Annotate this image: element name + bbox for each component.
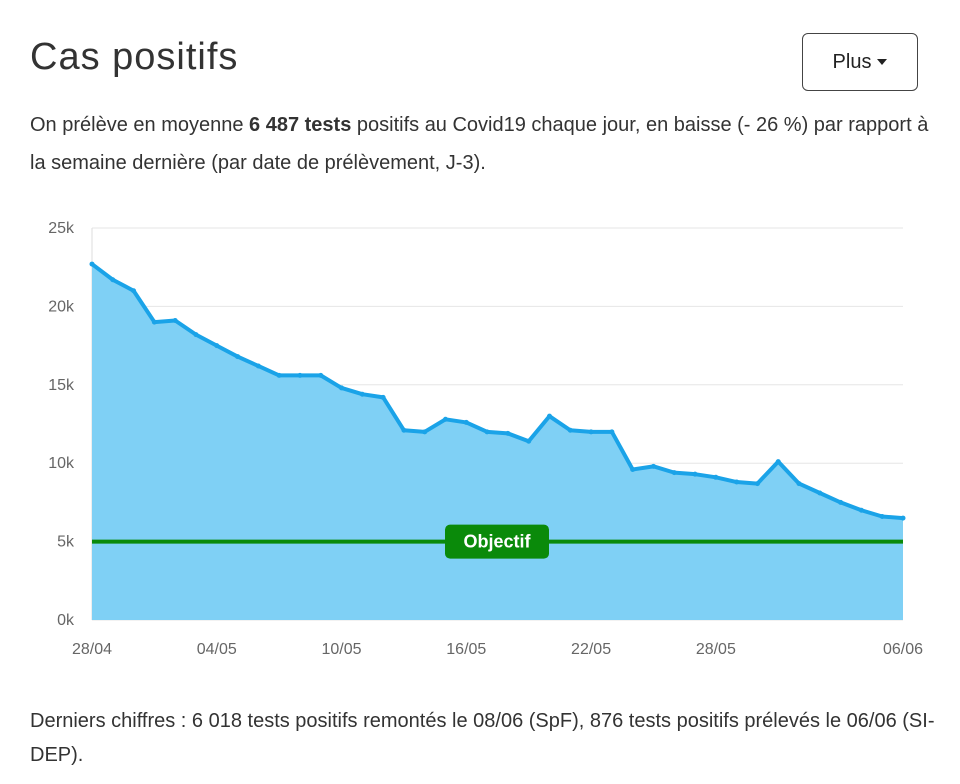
data-point: [131, 288, 137, 294]
summary-text: On prélève en moyenne 6 487 tests positi…: [30, 106, 940, 182]
x-tick-label: 06/06: [883, 641, 923, 658]
data-point: [630, 466, 636, 472]
summary-before: On prélève en moyenne: [30, 114, 250, 136]
y-tick-label: 15k: [48, 377, 75, 394]
data-point: [443, 416, 449, 422]
x-tick-label: 28/04: [72, 641, 112, 658]
data-point: [318, 372, 324, 378]
data-point: [401, 427, 407, 433]
x-tick-label: 10/05: [322, 641, 362, 658]
data-point: [297, 372, 303, 378]
data-point: [359, 391, 365, 397]
cases-chart: 0k 5k 10k 15k 20k 25k Objectif 28/04 04/05 10/05 1…: [48, 220, 923, 658]
x-tick-label: 28/05: [696, 641, 736, 658]
data-point: [172, 318, 178, 324]
data-point: [89, 261, 95, 267]
summary-highlight: 6 487 tests: [249, 114, 352, 136]
summary-after: positifs au Covid19 chaque jour, en bais…: [30, 114, 929, 174]
caret-down-icon: [877, 59, 888, 65]
y-tick-label: 20k: [48, 298, 75, 315]
latest-figures-text: Derniers chiffres : 6 018 tests positifs…: [30, 710, 935, 766]
x-tick-label: 22/05: [571, 641, 611, 658]
data-point: [796, 481, 802, 487]
data-point: [546, 413, 552, 419]
data-point: [754, 481, 760, 487]
data-point: [734, 479, 740, 485]
data-point: [817, 490, 823, 496]
data-point: [858, 507, 864, 513]
data-point: [484, 429, 490, 435]
data-point: [775, 459, 781, 465]
data-point: [255, 363, 261, 369]
series-line: [90, 262, 904, 521]
data-point: [463, 419, 469, 425]
y-tick-label: 0k: [57, 612, 75, 629]
data-point: [900, 515, 906, 521]
y-tick-label: 5k: [57, 534, 75, 551]
x-tick-label: 04/05: [197, 641, 237, 658]
data-point: [671, 470, 677, 476]
data-point: [235, 354, 241, 360]
data-point: [567, 427, 573, 433]
data-point: [526, 438, 532, 444]
data-point: [650, 463, 656, 469]
data-point: [838, 499, 844, 505]
objective-label: Objectif: [463, 532, 531, 552]
data-point: [193, 332, 199, 338]
area-fill: [92, 264, 903, 620]
y-tick-label: 25k: [48, 220, 75, 237]
plus-dropdown-button[interactable]: Plus: [802, 33, 918, 91]
data-point: [692, 471, 698, 477]
data-point: [879, 514, 885, 520]
plus-label: Plus: [832, 50, 872, 73]
x-tick-label: 16/05: [446, 641, 486, 658]
data-point: [609, 429, 615, 435]
data-point: [276, 372, 282, 378]
data-point: [422, 429, 428, 435]
data-point: [505, 430, 511, 436]
data-point: [713, 474, 719, 480]
y-tick-label: 10k: [48, 455, 75, 472]
data-point: [588, 429, 594, 435]
page-title: Cas positifs: [30, 36, 239, 78]
data-point: [110, 277, 116, 283]
data-point: [214, 343, 220, 349]
data-point: [339, 385, 345, 391]
data-point: [151, 319, 157, 325]
objective-badge: [445, 524, 549, 559]
data-point: [380, 394, 386, 400]
